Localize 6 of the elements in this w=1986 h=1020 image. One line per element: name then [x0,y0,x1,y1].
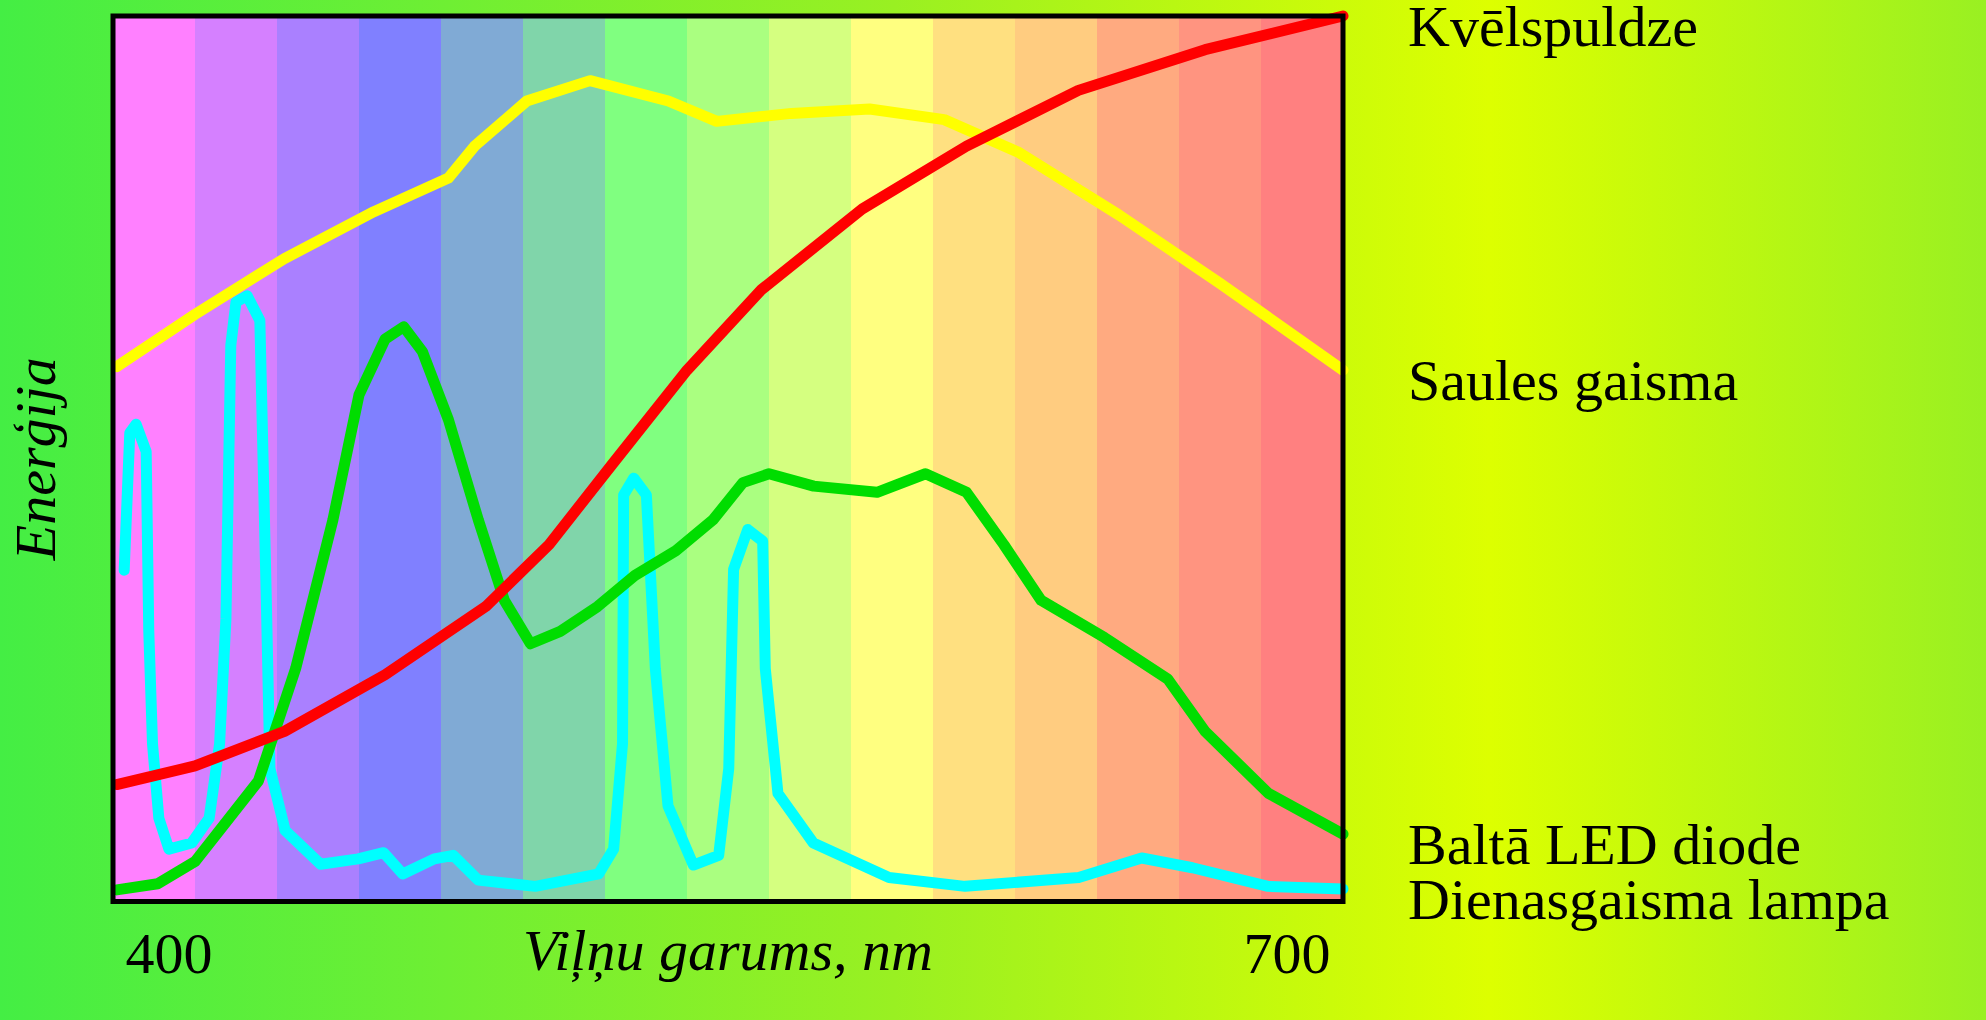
series-label: Kvēlspuldze [1408,0,1698,60]
x-axis-title: Viļņu garums, nm [523,917,933,983]
x-tick-label: 700 [1243,921,1331,987]
y-axis-title: Enerģija [3,357,69,562]
x-tick-label: 400 [125,921,213,987]
series-label: Saules gaisma [1408,348,1739,414]
